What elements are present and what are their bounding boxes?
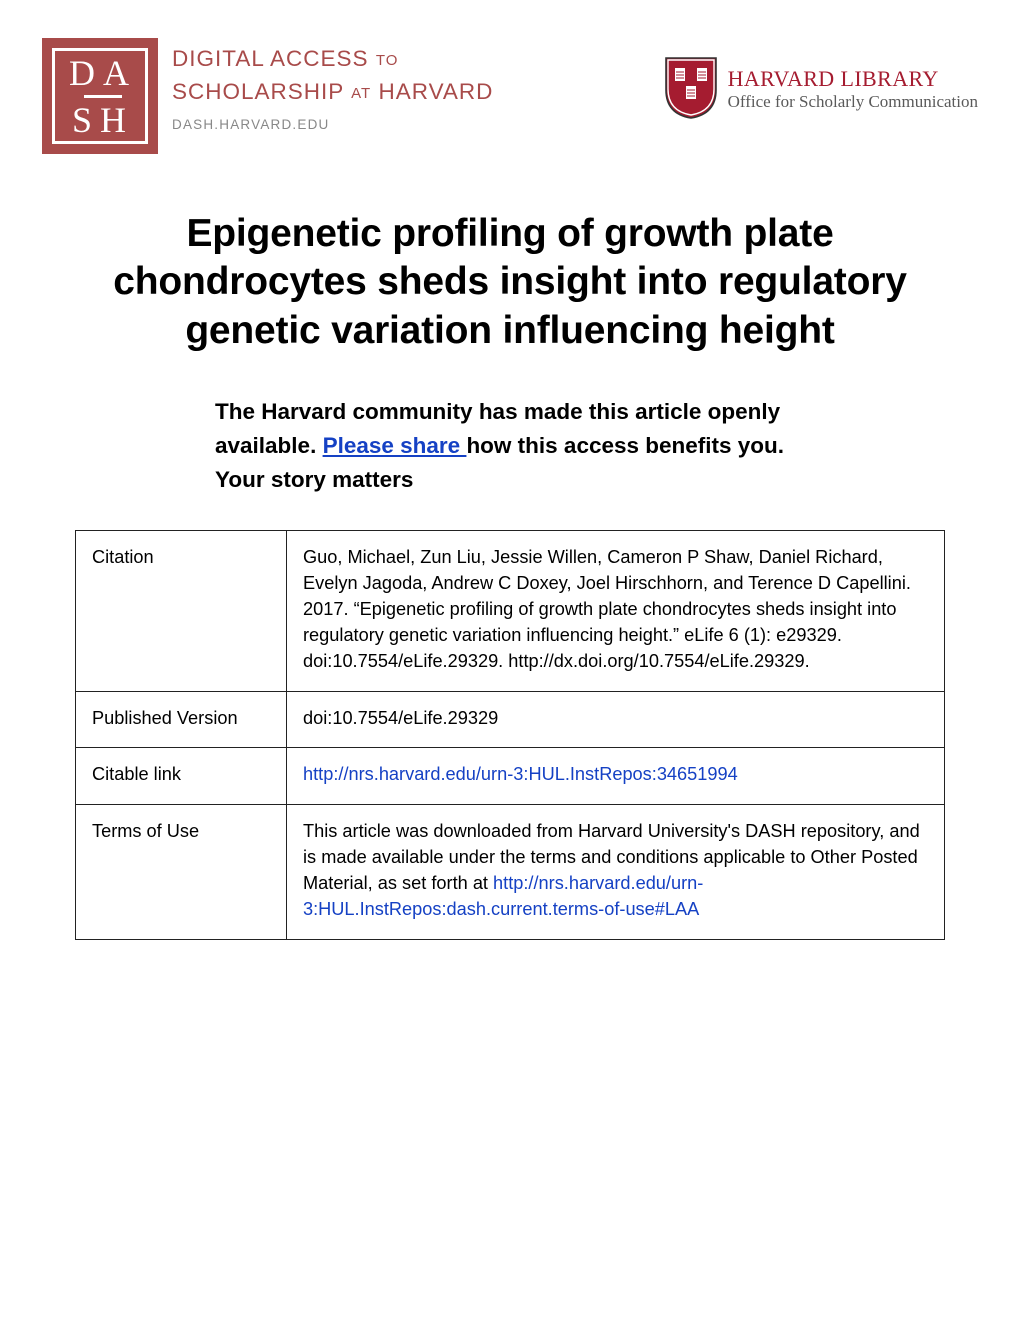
meta-label: Published Version bbox=[76, 691, 287, 748]
harvard-shield-icon bbox=[664, 56, 718, 120]
dash-logo-divider bbox=[84, 95, 122, 98]
dash-logo: DA SH bbox=[42, 38, 158, 154]
dash-logo-a: A bbox=[103, 53, 137, 93]
table-row-published-version: Published Version doi:10.7554/eLife.2932… bbox=[76, 691, 945, 748]
dash-line2-a: SCHOLARSHIP bbox=[172, 79, 344, 104]
harvard-library-subtitle: Office for Scholarly Communication bbox=[728, 92, 978, 112]
meta-label: Citation bbox=[76, 531, 287, 691]
dash-url: DASH.HARVARD.EDU bbox=[172, 117, 493, 132]
harvard-library-title: HARVARD LIBRARY bbox=[728, 66, 978, 92]
table-row-citable-link: Citable link http://nrs.harvard.edu/urn-… bbox=[76, 748, 945, 805]
meta-value-published: doi:10.7554/eLife.29329 bbox=[287, 691, 945, 748]
please-share-link[interactable]: Please share bbox=[323, 433, 467, 458]
meta-value-terms: This article was downloaded from Harvard… bbox=[287, 805, 945, 939]
dash-logo-h: H bbox=[100, 100, 134, 140]
article-title: Epigenetic profiling of growth plate cho… bbox=[62, 210, 958, 355]
citable-link[interactable]: http://nrs.harvard.edu/urn-3:HUL.InstRep… bbox=[303, 764, 738, 784]
meta-label: Terms of Use bbox=[76, 805, 287, 939]
metadata-table: Citation Guo, Michael, Zun Liu, Jessie W… bbox=[75, 530, 945, 939]
page: DA SH DIGITAL ACCESS TO SCHOLARSHIP AT H… bbox=[0, 0, 1020, 960]
dash-logo-s: S bbox=[72, 100, 100, 140]
dash-line1-b: TO bbox=[376, 52, 399, 69]
dash-block: DA SH DIGITAL ACCESS TO SCHOLARSHIP AT H… bbox=[42, 38, 493, 154]
dash-line2: SCHOLARSHIP AT HARVARD bbox=[172, 79, 493, 106]
dash-logo-inner: DA SH bbox=[52, 48, 148, 144]
harvard-library-block: HARVARD LIBRARY Office for Scholarly Com… bbox=[664, 38, 978, 120]
meta-value-citation: Guo, Michael, Zun Liu, Jessie Willen, Ca… bbox=[287, 531, 945, 691]
meta-label: Citable link bbox=[76, 748, 287, 805]
table-row-citation: Citation Guo, Michael, Zun Liu, Jessie W… bbox=[76, 531, 945, 691]
harvard-library-text: HARVARD LIBRARY Office for Scholarly Com… bbox=[728, 64, 978, 112]
dash-logo-d: D bbox=[69, 53, 103, 93]
dash-line2-c: HARVARD bbox=[378, 79, 493, 104]
share-prompt: The Harvard community has made this arti… bbox=[215, 395, 805, 496]
header: DA SH DIGITAL ACCESS TO SCHOLARSHIP AT H… bbox=[42, 38, 978, 154]
dash-text: DIGITAL ACCESS TO SCHOLARSHIP AT HARVARD… bbox=[172, 38, 493, 132]
dash-line1: DIGITAL ACCESS TO bbox=[172, 46, 493, 73]
meta-value-citable: http://nrs.harvard.edu/urn-3:HUL.InstRep… bbox=[287, 748, 945, 805]
dash-line1-a: DIGITAL ACCESS bbox=[172, 46, 369, 71]
table-row-terms: Terms of Use This article was downloaded… bbox=[76, 805, 945, 939]
dash-line2-b: AT bbox=[351, 85, 371, 102]
